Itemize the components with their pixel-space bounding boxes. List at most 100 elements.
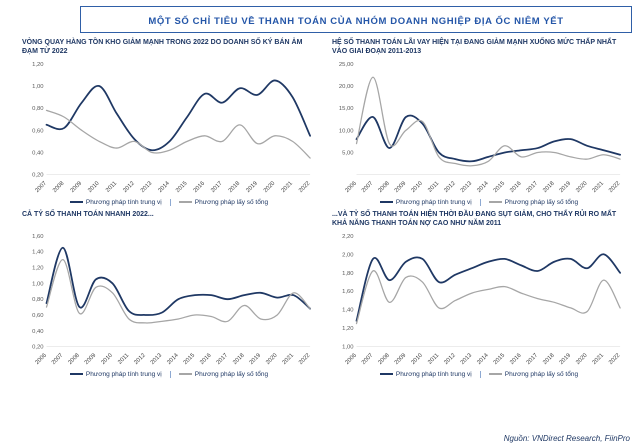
- svg-text:1,40: 1,40: [342, 308, 354, 314]
- charts-grid: VÒNG QUAY HÀNG TỒN KHO GIẢM MẠNH TRONG 2…: [8, 38, 632, 378]
- svg-text:2007: 2007: [361, 353, 374, 366]
- svg-text:2013: 2013: [460, 353, 473, 366]
- svg-text:2010: 2010: [100, 352, 114, 366]
- legend-label-total: Phương pháp lấy số tổng: [194, 370, 269, 378]
- svg-text:2008: 2008: [67, 353, 80, 366]
- legend-item-total: Phương pháp lấy số tổng: [479, 198, 579, 206]
- legend-item-median: Phương pháp tính trung vị: [69, 199, 162, 206]
- svg-text:2021: 2021: [592, 181, 605, 194]
- svg-text:2007: 2007: [51, 353, 64, 366]
- median-series-swatch: [69, 201, 83, 204]
- chart-legend: Phương pháp tính trung vị Phương pháp lấ…: [22, 370, 316, 378]
- legend-item-total: Phương pháp lấy số tổng: [479, 370, 579, 378]
- svg-text:2009: 2009: [394, 181, 407, 194]
- svg-text:2015: 2015: [183, 352, 197, 366]
- svg-text:1,60: 1,60: [342, 289, 354, 295]
- svg-text:2019: 2019: [559, 353, 572, 366]
- chart-quick-ratio: CẢ TỶ SỐ THANH TOÁN NHANH 2022... 0,20 0,…: [22, 210, 316, 378]
- legend-label-median: Phương pháp tính trung vị: [85, 370, 162, 378]
- svg-text:2018: 2018: [228, 181, 241, 194]
- svg-text:2021: 2021: [592, 353, 605, 366]
- svg-text:2010: 2010: [410, 180, 424, 194]
- svg-text:1,00: 1,00: [342, 345, 354, 351]
- svg-text:2018: 2018: [232, 353, 245, 366]
- svg-text:1,80: 1,80: [342, 271, 354, 277]
- svg-text:1,00: 1,00: [32, 84, 44, 90]
- chart-interest-coverage: HỆ SỐ THANH TOÁN LÃI VAY HIỆN TẠI ĐANG G…: [332, 38, 626, 206]
- svg-text:2022: 2022: [298, 353, 311, 366]
- svg-text:2011: 2011: [105, 181, 118, 194]
- svg-text:2,00: 2,00: [342, 252, 354, 258]
- svg-text:2022: 2022: [298, 181, 311, 194]
- svg-text:2010: 2010: [410, 352, 424, 366]
- svg-text:0,80: 0,80: [32, 297, 44, 303]
- svg-text:2007: 2007: [34, 181, 47, 194]
- chart-current-ratio: ...VÀ TỶ SỐ THANH TOÁN HIỆN THỜI ĐẦU ĐAN…: [332, 210, 626, 378]
- legend-label-median: Phương pháp tính trung vị: [395, 198, 472, 206]
- svg-text:2008: 2008: [377, 353, 390, 366]
- line-plot: 1,00 1,20 1,40 1,60 1,80 2,00 2,20 2006 2007 2008…: [332, 230, 626, 379]
- svg-text:0,20: 0,20: [32, 345, 44, 351]
- chart-title: VÒNG QUAY HÀNG TỒN KHO GIẢM MẠNH TRONG 2…: [22, 39, 303, 56]
- page-title-box: MỘT SỐ CHỈ TIÊU VỀ THANH TOÁN CỦA NHÓM D…: [80, 6, 632, 33]
- svg-text:2020: 2020: [575, 180, 589, 194]
- svg-text:2012: 2012: [443, 181, 456, 194]
- total-series-swatch: [488, 373, 502, 376]
- svg-text:2015: 2015: [493, 352, 507, 366]
- svg-text:1,40: 1,40: [32, 250, 44, 256]
- svg-text:20,00: 20,00: [339, 84, 354, 90]
- svg-text:2009: 2009: [70, 181, 83, 194]
- svg-text:2017: 2017: [526, 353, 539, 366]
- svg-text:2019: 2019: [245, 181, 258, 194]
- chart-legend: Phương pháp tính trung vị Phương pháp lấ…: [22, 198, 316, 206]
- chart-legend: Phương pháp tính trung vị Phương pháp lấ…: [332, 198, 626, 206]
- total-series-swatch: [178, 201, 192, 204]
- chart-inventory-turnover: VÒNG QUAY HÀNG TỒN KHO GIẢM MẠNH TRONG 2…: [22, 38, 316, 206]
- svg-text:0,40: 0,40: [32, 329, 44, 335]
- svg-text:2017: 2017: [210, 181, 223, 194]
- svg-text:15,00: 15,00: [339, 106, 354, 112]
- line-plot: 5,00 10,00 15,00 20,00 25,00 2006 2007 2008 2009…: [332, 58, 626, 207]
- svg-text:1,20: 1,20: [32, 265, 44, 271]
- svg-text:2017: 2017: [526, 181, 539, 194]
- svg-text:0,60: 0,60: [32, 128, 44, 134]
- chart-title: HỆ SỐ THANH TOÁN LÃI VAY HIỆN TẠI ĐANG G…: [332, 39, 617, 56]
- chart-legend: Phương pháp tính trung vị Phương pháp lấ…: [332, 370, 626, 378]
- svg-text:2014: 2014: [476, 180, 490, 194]
- total-series-swatch: [488, 201, 502, 204]
- svg-text:2011: 2011: [427, 181, 440, 194]
- svg-text:2012: 2012: [133, 353, 146, 366]
- svg-text:2011: 2011: [427, 353, 440, 366]
- svg-text:1,60: 1,60: [32, 234, 44, 240]
- svg-text:2018: 2018: [542, 181, 555, 194]
- legend-item-total: Phương pháp lấy số tổng: [169, 370, 269, 378]
- svg-text:2008: 2008: [377, 181, 390, 194]
- svg-text:2009: 2009: [394, 353, 407, 366]
- legend-label-total: Phương pháp lấy số tổng: [504, 198, 579, 206]
- chart-title: ...VÀ TỶ SỐ THANH TOÁN HIỆN THỜI ĐẦU ĐAN…: [332, 210, 617, 228]
- svg-text:1,20: 1,20: [342, 326, 354, 332]
- legend-label-total: Phương pháp lấy số tổng: [504, 370, 579, 378]
- svg-text:2010: 2010: [87, 180, 101, 194]
- svg-text:2014: 2014: [476, 352, 490, 366]
- svg-text:2006: 2006: [344, 353, 357, 366]
- svg-text:2017: 2017: [216, 353, 229, 366]
- svg-text:2012: 2012: [443, 353, 456, 366]
- svg-text:2006: 2006: [34, 353, 47, 366]
- svg-text:2016: 2016: [509, 353, 522, 366]
- svg-text:2014: 2014: [166, 352, 180, 366]
- median-series-swatch: [379, 201, 393, 204]
- legend-item-median: Phương pháp tính trung vị: [69, 370, 162, 378]
- svg-text:2013: 2013: [150, 353, 163, 366]
- svg-text:2020: 2020: [265, 352, 279, 366]
- svg-text:2022: 2022: [608, 181, 621, 194]
- svg-text:1,20: 1,20: [32, 62, 44, 68]
- median-series-swatch: [69, 373, 83, 376]
- line-plot: 0,20 0,40 0,60 0,80 1,00 1,20 1,40 1,60 2006 2007…: [22, 230, 316, 379]
- total-series-swatch: [178, 373, 192, 376]
- svg-text:2007: 2007: [361, 181, 374, 194]
- svg-text:2018: 2018: [542, 353, 555, 366]
- svg-text:2016: 2016: [509, 181, 522, 194]
- svg-text:2022: 2022: [608, 353, 621, 366]
